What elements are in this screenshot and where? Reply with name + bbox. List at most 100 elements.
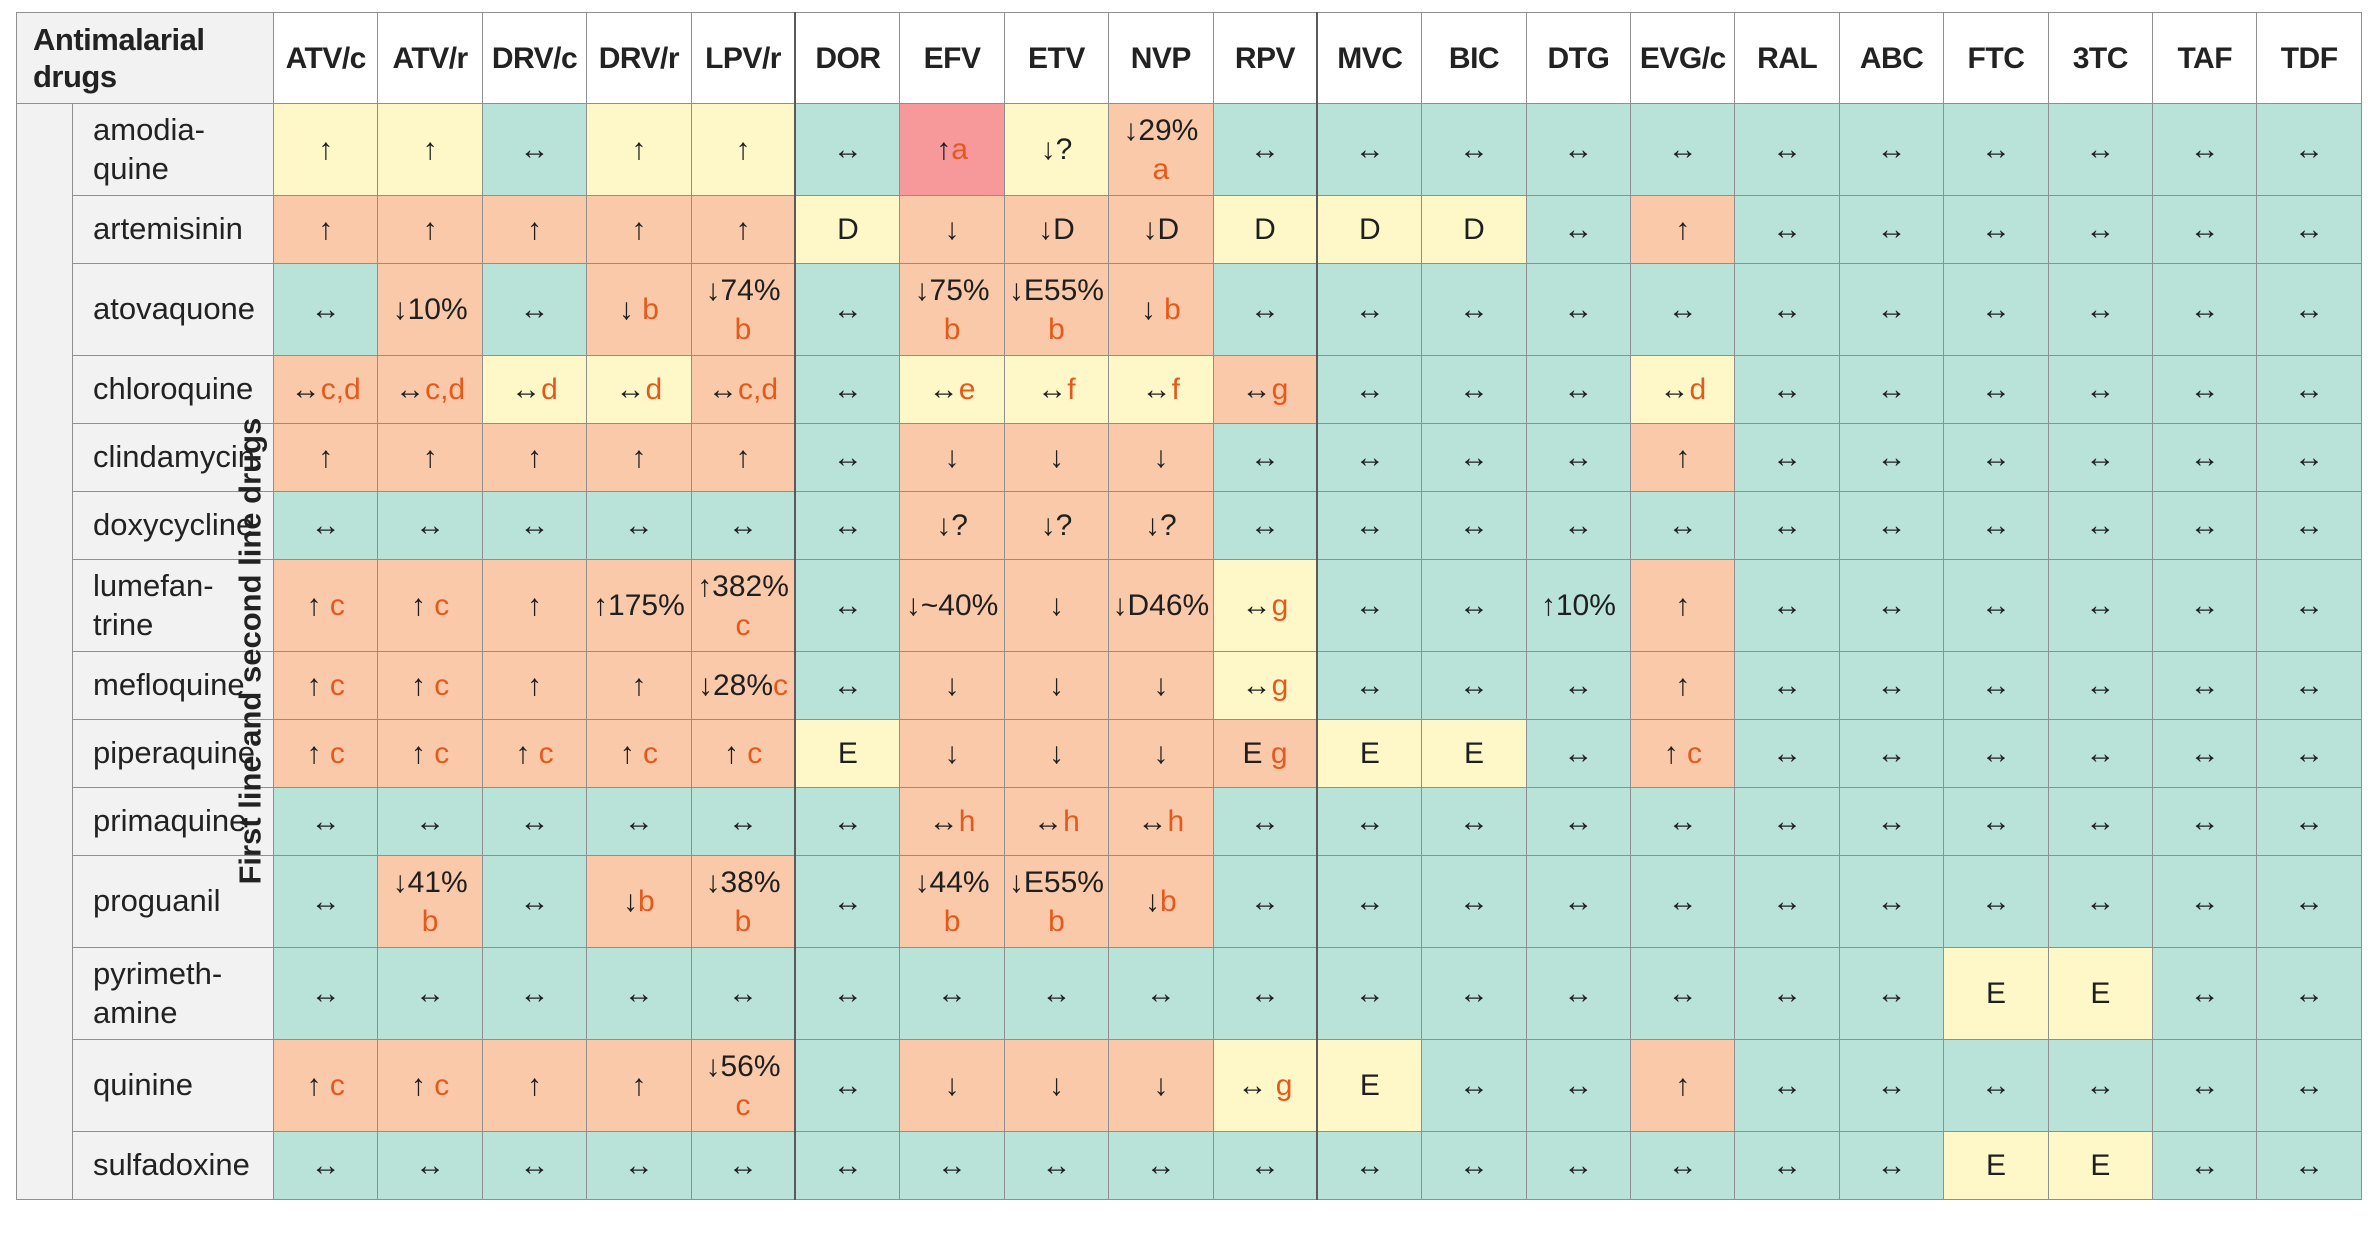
interaction-cell: ↑ (586, 1039, 692, 1132)
table-row: mefloquine ↑ c ↑ c ↑ ↑ ↓28%c ↔ ↓ ↓ ↓ ↔g ↔ ↔ ↔ ↑ ↔ ↔ ↔ ↔ ↔ ↔ (17, 651, 2362, 720)
interaction-cell: ↔ (1734, 103, 1840, 196)
drug-name-part: piperaquine (93, 735, 256, 771)
interaction-symbol: E (1242, 737, 1271, 770)
interaction-symbol: D (1463, 213, 1485, 246)
interaction-symbol: ↔ (2189, 373, 2220, 406)
interaction-symbol: ↔ (1354, 133, 1385, 166)
interaction-symbol: ↔ (1459, 669, 1489, 702)
interaction-cell: ↔ (481, 855, 588, 948)
interaction-cell: ↔ (1003, 1131, 1110, 1200)
interaction-cell: E (1421, 719, 1527, 788)
interaction-cell: ↔ (794, 787, 901, 856)
column-header-dtg: DTG (1525, 12, 1632, 104)
interaction-cell: ↔ (481, 1131, 588, 1200)
interaction-cell: ↓ (1108, 651, 1214, 720)
interaction-cell: ↔ (1421, 787, 1527, 856)
interaction-cell: ↓ (899, 719, 1005, 788)
interaction-cell: ↑ (1630, 559, 1736, 652)
drug-name: clindamycin (71, 423, 275, 492)
interaction-symbol: ↔ (832, 669, 863, 702)
interaction-cell: ↓38% b (690, 855, 796, 948)
drug-name-part: trine (93, 606, 154, 642)
interaction-cell: ↓ (1108, 719, 1214, 788)
drug-name-part: amodia- (93, 111, 205, 147)
interaction-symbol: ↓? (936, 509, 968, 542)
interaction-cell: ↔ (1525, 719, 1632, 788)
interaction-cell: ↔ (690, 787, 796, 856)
interaction-cell: ↔ (586, 1131, 692, 1200)
interaction-symbol: ↔ (2085, 885, 2116, 918)
interaction-symbol: ↔ (1876, 441, 1907, 474)
interaction-cell: ↔ (2047, 423, 2154, 492)
interaction-symbol: ↔ (832, 293, 863, 326)
interaction-symbol: ↓ (1048, 1069, 1064, 1102)
table-row: lumefan-trine ↑ c ↑ c ↑ ↑175% ↑382% c ↔ ↓~40% ↓ ↓D… (17, 559, 2362, 652)
interaction-cell: ↓b (1108, 855, 1214, 948)
interaction-cell: ↔ (1525, 491, 1632, 560)
interaction-symbol: ↑ (735, 441, 751, 474)
interaction-cell: ↓29% a (1108, 103, 1214, 196)
interaction-cell: ↔ (1943, 103, 2049, 196)
interaction-cell: ↔ (1838, 103, 1945, 196)
interaction-cell: ↔ (1421, 1039, 1527, 1132)
drug-name-part: artemisinin (93, 211, 243, 247)
interaction-symbol: ↔ (728, 805, 759, 838)
footnote-marker: g (1270, 737, 1288, 770)
footnote-marker: b (421, 904, 439, 938)
interaction-cell: ↑175% (586, 559, 692, 652)
interaction-symbol: ↔ (1354, 669, 1385, 702)
interaction-cell: ↑ (586, 195, 692, 264)
interaction-cell: ↔ (1212, 423, 1318, 492)
interaction-cell: ↔ (2152, 787, 2258, 856)
interaction-symbol: ↔ (832, 977, 863, 1010)
row-group-label: First line and second line drugs (16, 103, 267, 1200)
interaction-cell: E (1943, 947, 2049, 1040)
interaction-symbol: ↑ (723, 737, 748, 770)
interaction-symbol: ↔ (728, 977, 759, 1010)
interaction-cell: ↔ (1734, 263, 1840, 356)
interaction-cell: ↔ (1838, 423, 1945, 492)
interaction-cell: ↔ (1838, 787, 1945, 856)
column-header-taf: TAF (2152, 12, 2258, 104)
interaction-symbol: ↔ (415, 1149, 446, 1182)
interaction-symbol: ↔ (1563, 293, 1594, 326)
interaction-symbol: ↑ (1675, 1069, 1691, 1102)
interaction-cell: ↔ (1316, 855, 1423, 948)
interaction-symbol: ↓10% (392, 293, 468, 326)
interaction-symbol: ↓E55% (1008, 865, 1104, 899)
interaction-cell: ↔ (794, 355, 901, 424)
table-body: First line and second line drugs amodia-q… (16, 103, 2362, 1200)
interaction-cell: ↔ (1734, 787, 1840, 856)
interaction-symbol: ↔ (1772, 977, 1803, 1010)
interaction-symbol: E (1359, 1069, 1380, 1102)
footnote-marker: g (1271, 373, 1289, 406)
table-row: primaquine ↔ ↔ ↔ ↔ ↔ ↔ ↔h ↔h ↔h ↔ ↔ ↔ ↔ ↔ ↔ ↔ ↔ ↔ ↔ ↔ (17, 787, 2362, 856)
interaction-symbol: ↔ (2189, 133, 2220, 166)
column-header-etv: ETV (1003, 12, 1110, 104)
interaction-cell: ↔ (1212, 855, 1318, 948)
interaction-symbol: ↔ (728, 509, 759, 542)
interaction-cell: ↔ (1943, 651, 2049, 720)
interaction-cell: ↑ c (690, 719, 796, 788)
interaction-symbol: ↓? (1040, 509, 1073, 542)
interaction-symbol: ↔ (1772, 805, 1803, 838)
interaction-cell: ↑10% (1525, 559, 1632, 652)
interaction-cell: ↑ c (377, 651, 483, 720)
interaction-symbol: ↓ (944, 737, 960, 770)
interaction-symbol: ↔ (2294, 373, 2325, 406)
interaction-symbol: D (1359, 213, 1381, 246)
interaction-cell: ↔ (2152, 195, 2258, 264)
interaction-cell: ↔ (1421, 855, 1527, 948)
interaction-cell: ↔e (899, 355, 1005, 424)
interaction-cell: ↓ b (1108, 263, 1214, 356)
interaction-symbol: ↔ (1563, 669, 1594, 702)
interaction-symbol: ↔ (623, 1149, 654, 1182)
interaction-cell: ↓56% c (690, 1039, 796, 1132)
interaction-symbol: ↔ (1249, 293, 1280, 326)
interaction-symbol: ↔ (832, 133, 863, 166)
interaction-cell: ↔ (794, 1039, 901, 1132)
interaction-cell: ↓D46% (1108, 559, 1214, 652)
interaction-symbol: ↔ (1563, 1149, 1594, 1182)
interaction-symbol: ↔ (832, 1069, 863, 1102)
interaction-symbol: ↔ (2085, 133, 2116, 166)
